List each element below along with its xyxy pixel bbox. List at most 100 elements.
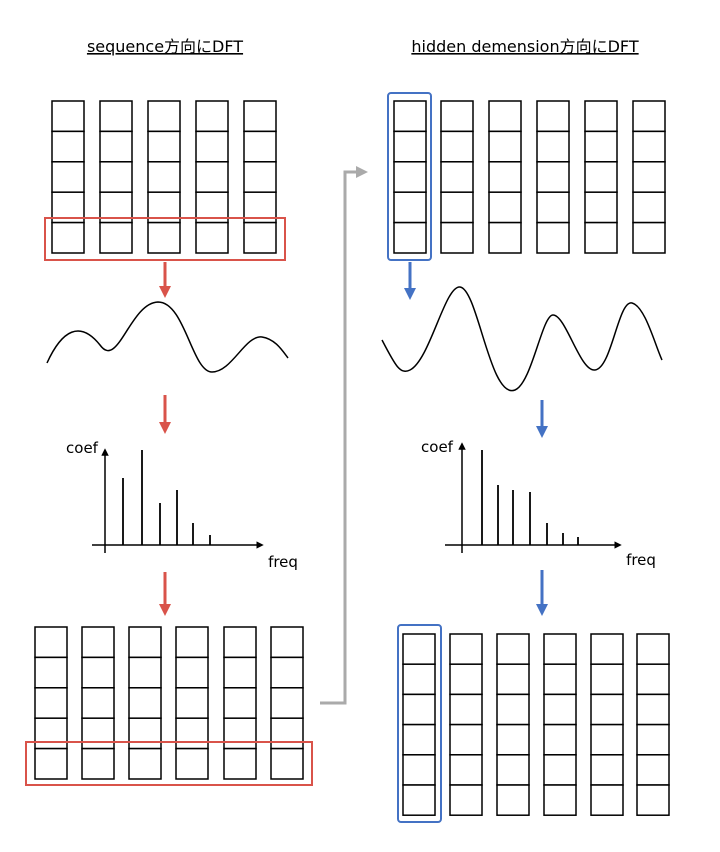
cell [440,221,474,254]
cell [590,723,624,756]
cell [632,221,666,254]
cell [584,191,618,224]
cell [223,747,257,780]
highlight-row [25,741,313,786]
cell [536,130,570,163]
cell [128,747,162,780]
cell [51,100,85,133]
cell [175,687,209,719]
cell [449,754,483,786]
cell [243,100,277,133]
cell [34,626,68,659]
cell [81,717,115,750]
cell [536,100,570,133]
cell [543,663,577,696]
cell [270,687,304,719]
x-axis-label: freq [268,553,298,571]
grids [34,100,670,816]
wave [381,286,663,392]
cell [449,723,483,756]
arrows [159,166,548,705]
cell [536,221,570,254]
cell [175,656,209,689]
cell [270,626,304,659]
cell [270,747,304,780]
cell [488,161,522,193]
cell [543,633,577,665]
x-axis-label: freq [626,551,656,569]
cell [488,130,522,163]
cell [175,717,209,750]
cell [440,161,474,193]
cell [543,754,577,786]
cell [243,221,277,254]
cell [402,663,436,696]
cell [402,693,436,726]
cell [449,633,483,665]
y-axis-label: coef [421,438,454,456]
cell [584,161,618,193]
cell [243,130,277,163]
cell [195,221,229,254]
cell [636,663,670,696]
cell [449,784,483,816]
cell [175,626,209,659]
cell [584,130,618,163]
cell [195,161,229,193]
cell [147,221,181,254]
cell [223,656,257,689]
cell [147,130,181,163]
cell [440,130,474,163]
cell [270,656,304,689]
cell [393,100,427,133]
cell [543,693,577,726]
cell [402,754,436,786]
cell [402,633,436,665]
cell [147,161,181,193]
cell [590,754,624,786]
cell [488,191,522,224]
cell [590,693,624,726]
cell [449,693,483,726]
right-title: hidden demension方向にDFT [411,37,638,56]
cell [195,100,229,133]
cell [632,161,666,193]
cell [81,747,115,780]
cell [636,723,670,756]
cell [496,784,530,816]
cell [543,784,577,816]
cell [99,100,133,133]
arrow [320,166,368,705]
cell [128,656,162,689]
cell [34,687,68,719]
cell [590,633,624,665]
cell [636,784,670,816]
cell [536,161,570,193]
highlight-column [387,92,432,261]
cell [195,130,229,163]
cell [402,784,436,816]
cell [584,221,618,254]
cell [636,693,670,726]
cell [81,626,115,659]
cell [175,747,209,780]
left-title: sequence方向にDFT [87,37,243,56]
cell [34,656,68,689]
cell [393,221,427,254]
cell [51,161,85,193]
cell [496,754,530,786]
cell [34,747,68,780]
cell [636,754,670,786]
cell [99,130,133,163]
cell [393,130,427,163]
cell [632,100,666,133]
cell [402,723,436,756]
cell [393,191,427,224]
cell [270,717,304,750]
y-axis-label: coef [66,439,99,457]
cell [223,626,257,659]
cell [496,633,530,665]
cell [34,717,68,750]
cell [99,221,133,254]
